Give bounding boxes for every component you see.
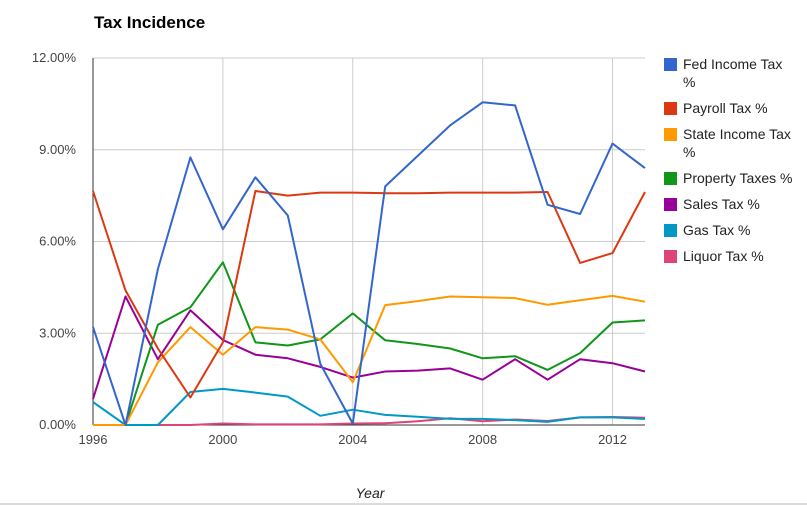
legend-entry: Liquor Tax % bbox=[664, 248, 764, 264]
legend-swatch bbox=[664, 250, 677, 263]
x-tick-label: 1996 bbox=[79, 432, 108, 447]
y-tick-label: 3.00% bbox=[39, 325, 76, 340]
series-line-4 bbox=[93, 261, 646, 426]
y-tick-label: 0.00% bbox=[39, 417, 76, 432]
series-line-3 bbox=[93, 294, 646, 426]
x-tick-label: 2000 bbox=[208, 432, 237, 447]
legend-label: Sales Tax % bbox=[683, 196, 760, 212]
legend: Fed Income Tax% Payroll Tax % State Income… bbox=[664, 56, 792, 264]
series-line-7 bbox=[93, 416, 646, 426]
legend-swatch bbox=[664, 198, 677, 211]
series-line-6 bbox=[92, 387, 646, 426]
legend-label: % bbox=[683, 74, 695, 90]
y-tick-label: 6.00% bbox=[39, 234, 76, 249]
legend-swatch bbox=[664, 224, 677, 237]
legend-swatch bbox=[664, 102, 677, 115]
legend-label: Gas Tax % bbox=[683, 222, 750, 238]
legend-label: Fed Income Tax bbox=[683, 56, 782, 72]
gridlines bbox=[93, 57, 645, 425]
legend-entry: Payroll Tax % bbox=[664, 100, 768, 116]
series-lines bbox=[92, 101, 646, 426]
x-axis-tick-labels: 1996 2000 2004 2008 2012 bbox=[79, 432, 627, 447]
legend-label: Liquor Tax % bbox=[683, 248, 764, 264]
chart-title: Tax Incidence bbox=[94, 13, 205, 32]
legend-swatch bbox=[664, 172, 677, 185]
legend-swatch bbox=[664, 58, 677, 71]
x-tick-label: 2008 bbox=[468, 432, 497, 447]
y-axis-tick-labels: 0.00% 3.00% 6.00% 9.00% 12.00% bbox=[32, 50, 77, 432]
x-tick-label: 2012 bbox=[598, 432, 627, 447]
legend-swatch bbox=[664, 128, 677, 141]
bottom-border bbox=[0, 503, 807, 505]
legend-entry: Gas Tax % bbox=[664, 222, 750, 238]
legend-entry: Property Taxes % bbox=[664, 170, 792, 186]
y-tick-label: 12.00% bbox=[32, 50, 77, 65]
legend-label: Property Taxes % bbox=[683, 170, 792, 186]
legend-entry: Sales Tax % bbox=[664, 196, 760, 212]
y-tick-label: 9.00% bbox=[39, 142, 76, 157]
legend-entry: Fed Income Tax% bbox=[664, 56, 782, 90]
legend-label: State Income Tax bbox=[683, 126, 791, 142]
x-tick-label: 2004 bbox=[338, 432, 367, 447]
legend-label: Payroll Tax % bbox=[683, 100, 768, 116]
series-line-1 bbox=[92, 101, 646, 426]
legend-label: % bbox=[683, 144, 695, 160]
series-line-5 bbox=[92, 295, 646, 400]
x-axis-title: Year bbox=[356, 485, 386, 501]
legend-entry: State Income Tax% bbox=[664, 126, 791, 160]
series-line-2 bbox=[92, 190, 646, 399]
